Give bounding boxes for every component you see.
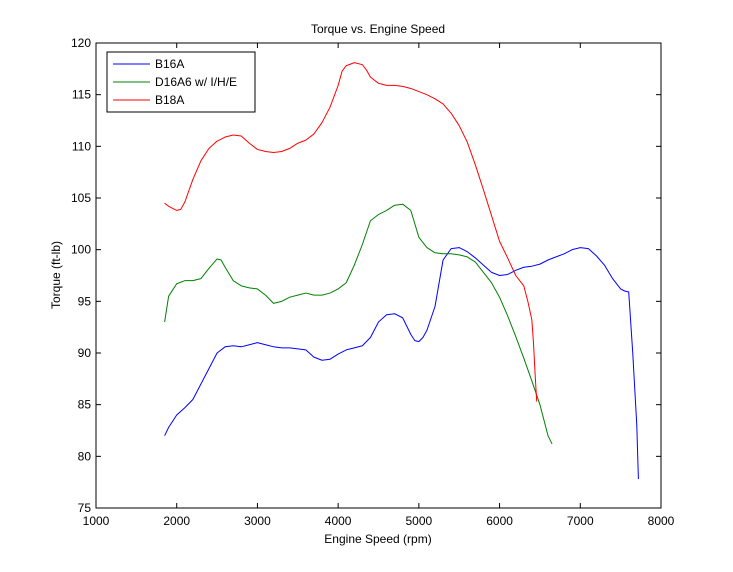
y-tick-label: 80	[78, 449, 92, 463]
series-line-1	[164, 247, 639, 480]
y-tick-label: 115	[72, 88, 91, 102]
chart-title: Torque vs. Engine Speed	[311, 22, 445, 36]
tick-layer: 1000 2000 3000 4000 5000 6000 7000 8000 75 80 85 90…	[71, 36, 675, 528]
y-tick-label: 75	[78, 501, 92, 515]
legend-label-1: B16A	[155, 57, 184, 71]
y-tick-label: 95	[78, 294, 92, 308]
y-tick-label: 100	[71, 243, 91, 257]
x-tick-label: 5000	[406, 514, 433, 528]
x-tick-label: 8000	[648, 514, 675, 528]
y-tick-label: 85	[78, 398, 92, 412]
series-line-2	[164, 203, 553, 445]
y-tick-label: 90	[78, 346, 92, 360]
x-tick-label: 1000	[83, 514, 110, 528]
y-axis-label: Torque (ft-lb)	[49, 241, 63, 309]
x-axis-label: Engine Speed (rpm)	[324, 532, 431, 546]
x-tick-label: 2000	[163, 514, 190, 528]
x-tick-label: 6000	[486, 514, 513, 528]
legend-label-3: B18A	[155, 93, 184, 107]
legend-label-2: D16A6 w/ I/H/E	[155, 75, 237, 89]
x-tick-label: 7000	[567, 514, 594, 528]
x-tick-label: 3000	[244, 514, 271, 528]
series-layer	[164, 62, 639, 480]
x-tick-label: 4000	[325, 514, 352, 528]
y-tick-label: 105	[71, 191, 91, 205]
legend: B16A D16A6 w/ I/H/E B18A	[106, 51, 256, 113]
y-tick-label: 110	[72, 139, 91, 153]
plot-area: 1000 2000 3000 4000 5000 6000 7000 8000 75 80 85 90…	[71, 36, 675, 528]
plot-frame	[95, 42, 662, 509]
y-tick-label: 120	[71, 36, 91, 50]
series-line-3	[164, 62, 538, 402]
